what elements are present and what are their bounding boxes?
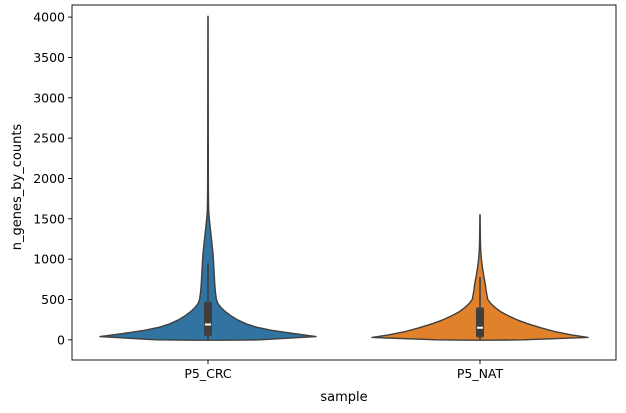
y-tick-label: 0 xyxy=(57,332,65,347)
y-tick-label: 3500 xyxy=(33,50,65,65)
axes-frame xyxy=(71,4,617,361)
y-tick-label: 2500 xyxy=(33,131,65,146)
y-tick-label: 1000 xyxy=(33,252,65,267)
plot-area xyxy=(99,15,589,341)
y-tick-label: 500 xyxy=(41,292,65,307)
y-tick-label: 3000 xyxy=(33,90,65,105)
y-tick-label: 4000 xyxy=(33,10,65,25)
x-axis-title: sample xyxy=(320,390,367,405)
y-tick-label: 1500 xyxy=(33,211,65,226)
x-tick-label: P5_CRC xyxy=(184,366,232,381)
y-axis-title: n_genes_by_counts xyxy=(10,124,25,251)
y-axis-ticks: 0 500 1000 1500 2000 2500 3000 3500 4000 xyxy=(33,10,72,347)
y-tick-label: 2000 xyxy=(33,171,65,186)
violin-p5-crc xyxy=(99,15,317,341)
x-axis-ticks: P5_CRC P5_NAT xyxy=(184,360,504,381)
iqr-box-p5-nat xyxy=(476,307,484,338)
x-tick-label: P5_NAT xyxy=(457,366,504,381)
iqr-box-p5-crc xyxy=(204,301,212,336)
